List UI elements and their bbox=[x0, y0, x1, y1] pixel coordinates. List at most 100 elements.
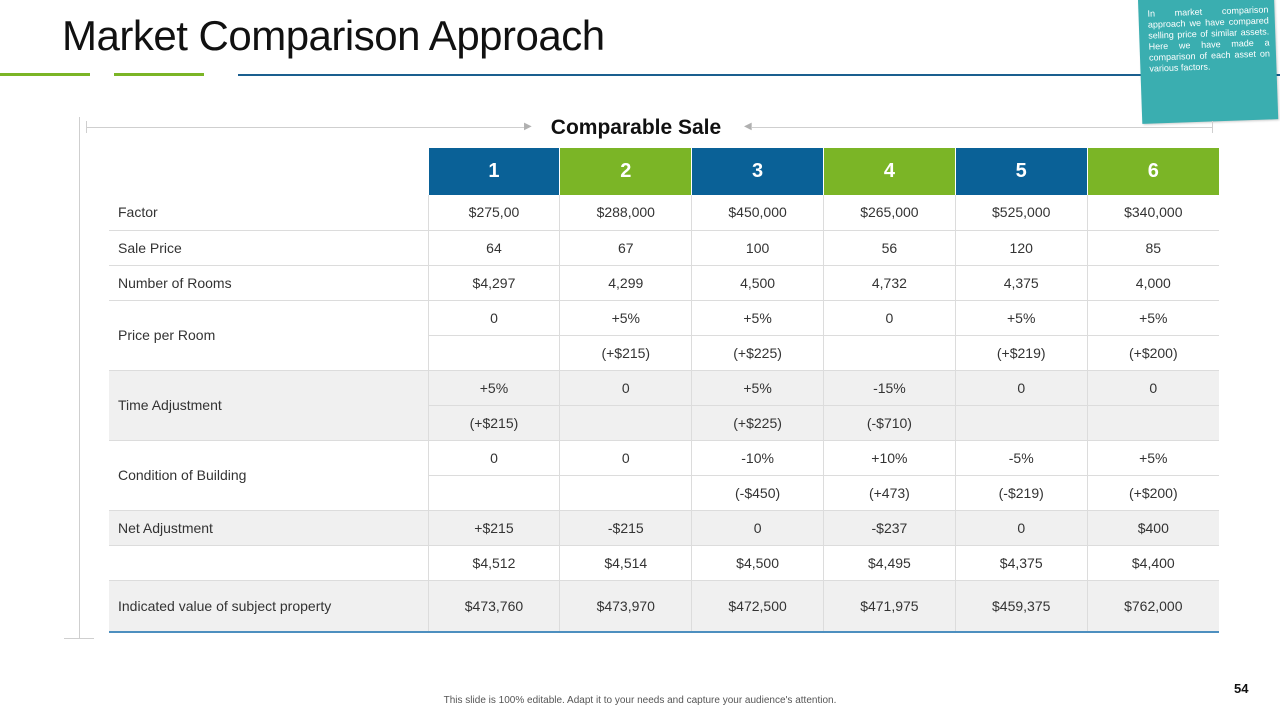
table-cell: 120 bbox=[954, 230, 1088, 266]
column-header: 3 bbox=[691, 148, 824, 195]
table-cell: (+$225) bbox=[691, 335, 824, 371]
table-cell: $4,297 bbox=[427, 265, 560, 301]
table-cell: +5% bbox=[1086, 440, 1219, 476]
table-cell bbox=[559, 475, 692, 511]
row-label: Factor bbox=[109, 195, 429, 231]
table-cell: 4,500 bbox=[691, 265, 824, 301]
table-cell: 0 bbox=[691, 510, 824, 546]
table-cell: (+$219) bbox=[954, 335, 1088, 371]
row-label: Net Adjustment bbox=[109, 510, 429, 546]
accent-rule-blue bbox=[238, 74, 1280, 76]
comparison-table: 1 2 3 4 5 6 Factor $275,00 $288,000 $450… bbox=[109, 148, 1219, 633]
table-cell: 67 bbox=[559, 230, 692, 266]
table-row: (-$450) (+473) (-$219) (+$200) bbox=[109, 475, 1219, 511]
table-row: Net Adjustment +$215 -$215 0 -$237 0 $40… bbox=[109, 510, 1219, 546]
table-cell: 0 bbox=[427, 440, 560, 476]
table-row: Price per Room 0 +5% +5% 0 +5% +5% bbox=[109, 300, 1219, 371]
page-number: 54 bbox=[1234, 681, 1249, 696]
table-cell: $459,375 bbox=[954, 580, 1088, 633]
table-cell: 0 bbox=[559, 440, 692, 476]
table-row: (+$215) (+$225) (+$219) (+$200) bbox=[109, 335, 1219, 371]
bracket-right-tick bbox=[1212, 121, 1213, 133]
table-cell: +10% bbox=[823, 440, 956, 476]
arrow-left-icon: ◀ bbox=[744, 121, 752, 132]
table-cell: 0 bbox=[823, 300, 956, 336]
table-cell: $473,970 bbox=[559, 580, 692, 633]
row-label: Condition of Building bbox=[109, 440, 429, 511]
table-cell: -$237 bbox=[823, 510, 956, 546]
table-row: Indicated value of subject property $473… bbox=[109, 580, 1219, 633]
table-cell: $472,500 bbox=[691, 580, 824, 633]
table-cell: -15% bbox=[823, 370, 956, 406]
table-cell: $450,000 bbox=[691, 195, 824, 231]
section-title: Comparable Sale bbox=[550, 116, 722, 139]
table-cell: $265,000 bbox=[823, 195, 956, 231]
header-blank bbox=[109, 148, 428, 195]
table-cell: $4,514 bbox=[559, 545, 692, 581]
table-cell: $288,000 bbox=[559, 195, 692, 231]
table-cell: +5% bbox=[954, 300, 1088, 336]
table-cell: (-$219) bbox=[954, 475, 1088, 511]
table-cell: $4,512 bbox=[427, 545, 560, 581]
table-cell bbox=[427, 335, 560, 371]
table-cell: $4,500 bbox=[691, 545, 824, 581]
table-cell bbox=[427, 475, 560, 511]
table-row: Sale Price 64 67 100 56 120 85 bbox=[109, 230, 1219, 266]
table-cell: $275,00 bbox=[427, 195, 560, 231]
table-cell: 0 bbox=[1086, 370, 1219, 406]
table-cell: (+473) bbox=[823, 475, 956, 511]
slide-title: Market Comparison Approach bbox=[62, 12, 605, 59]
table-cell: 0 bbox=[954, 370, 1088, 406]
table-row: (+$215) (+$225) (-$710) bbox=[109, 405, 1219, 441]
table-row: Factor $275,00 $288,000 $450,000 $265,00… bbox=[109, 195, 1219, 231]
arrow-line-left bbox=[86, 127, 526, 128]
table-cell: 4,000 bbox=[1086, 265, 1219, 301]
footer-note: This slide is 100% editable. Adapt it to… bbox=[443, 695, 837, 706]
frame-foot-line bbox=[64, 638, 94, 639]
table-cell bbox=[954, 405, 1088, 441]
arrow-right-icon: ▶ bbox=[524, 121, 532, 132]
table-cell: (-$710) bbox=[823, 405, 956, 441]
table-cell: $4,375 bbox=[954, 545, 1088, 581]
column-header: 4 bbox=[823, 148, 956, 195]
table-cell: -10% bbox=[691, 440, 824, 476]
table-cell: 56 bbox=[823, 230, 956, 266]
table-cell: 64 bbox=[427, 230, 560, 266]
table-cell: 4,299 bbox=[559, 265, 692, 301]
table-cell: +5% bbox=[1086, 300, 1219, 336]
sticky-note-text: In market comparison approach we have co… bbox=[1147, 4, 1271, 74]
table-cell: 0 bbox=[954, 510, 1088, 546]
table-cell: (+$225) bbox=[691, 405, 824, 441]
table-cell: +$215 bbox=[427, 510, 560, 546]
arrow-line-right bbox=[752, 127, 1212, 128]
table-cell: -5% bbox=[954, 440, 1088, 476]
table-cell: $4,400 bbox=[1086, 545, 1219, 581]
column-header: 2 bbox=[559, 148, 692, 195]
table-cell: 0 bbox=[427, 300, 560, 336]
table-row: Time Adjustment +5% 0 +5% -15% 0 0 bbox=[109, 370, 1219, 441]
table-cell: (-$450) bbox=[691, 475, 824, 511]
table-cell: +5% bbox=[427, 370, 560, 406]
row-label: Price per Room bbox=[109, 300, 429, 371]
table-cell: 4,375 bbox=[954, 265, 1088, 301]
row-label: Sale Price bbox=[109, 230, 429, 266]
table-cell: $400 bbox=[1086, 510, 1219, 546]
row-label: Time Adjustment bbox=[109, 370, 429, 441]
table-cell: +5% bbox=[691, 300, 824, 336]
table-cell: 85 bbox=[1086, 230, 1219, 266]
row-label: Number of Rooms bbox=[109, 265, 429, 301]
accent-bar-green-2 bbox=[114, 73, 204, 76]
table-cell: $4,495 bbox=[823, 545, 956, 581]
row-label: Indicated value of subject property bbox=[109, 580, 429, 633]
table-cell: +5% bbox=[691, 370, 824, 406]
table-cell: -$215 bbox=[559, 510, 692, 546]
frame-vertical-line bbox=[79, 117, 80, 639]
table-cell: (+$215) bbox=[559, 335, 692, 371]
table-cell: $762,000 bbox=[1086, 580, 1219, 633]
table-row: $4,512 $4,514 $4,500 $4,495 $4,375 $4,40… bbox=[109, 545, 1219, 581]
table-cell bbox=[1086, 405, 1219, 441]
table-cell bbox=[559, 405, 692, 441]
table-cell: 4,732 bbox=[823, 265, 956, 301]
table-cell: $473,760 bbox=[427, 580, 560, 633]
table-cell: 0 bbox=[559, 370, 692, 406]
